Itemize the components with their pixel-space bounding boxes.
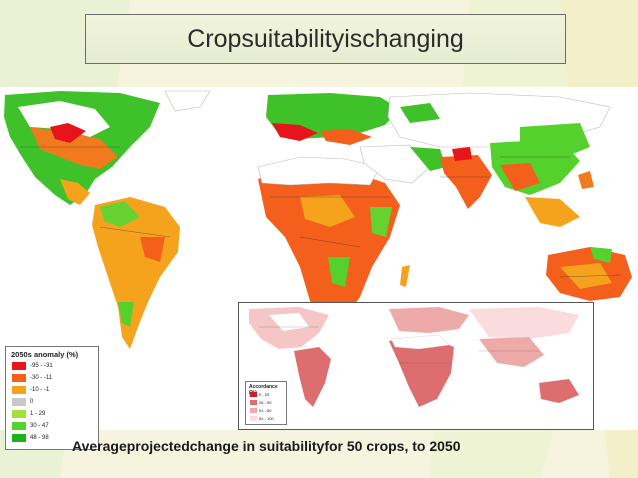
accordance-swatch-2 <box>250 408 257 413</box>
accordance-inset-map: Accordance (%) 0 - 25 26 - 50 51 - 80 81… <box>238 302 594 430</box>
legend-item-4: 1 - 29 <box>30 409 45 418</box>
legend-label-0: -95 - -31 <box>30 362 53 369</box>
legend-label-1: -30 - -11 <box>30 374 53 381</box>
legend-swatch-3 <box>12 398 26 406</box>
legend-swatch-2 <box>12 386 26 394</box>
legend-swatch-0 <box>12 362 26 370</box>
south-asia-region <box>440 155 492 209</box>
legend-label-5: 30 - 47 <box>30 422 49 429</box>
legend-label-3: 0 <box>30 398 34 405</box>
accordance-legend: Accordance (%) 0 - 25 26 - 50 51 - 80 81… <box>245 381 287 425</box>
legend-item-2: -10 - -1 <box>30 385 49 394</box>
legend-item-0: -95 - -31 <box>30 361 53 370</box>
accordance-label-1: 26 - 50 <box>259 400 272 405</box>
south-america-region <box>92 197 180 349</box>
legend-title: 2050s anomaly (%) <box>11 350 79 359</box>
accordance-swatch-1 <box>250 400 257 405</box>
accordance-label-2: 51 - 80 <box>259 408 272 413</box>
legend-item-1: -30 - -11 <box>30 373 52 382</box>
accordance-label-0: 0 - 25 <box>259 392 270 397</box>
legend-item-3: 0 <box>30 397 33 406</box>
legend-swatch-4 <box>12 410 26 418</box>
anomaly-legend: 2050s anomaly (%) -95 - -31 -30 - -11 -1… <box>5 346 99 450</box>
accordance-swatch-3 <box>250 416 257 421</box>
legend-item-6: 48 - 98 <box>30 433 49 442</box>
accordance-swatch-0 <box>250 392 257 397</box>
legend-swatch-5 <box>12 422 26 430</box>
legend-swatch-1 <box>12 374 26 382</box>
legend-label-6: 48 - 98 <box>30 434 49 441</box>
accordance-label-3: 81 - 100 <box>259 416 274 421</box>
legend-item-5: 30 - 47 <box>30 421 49 430</box>
legend-swatch-6 <box>12 434 26 442</box>
slide-caption: Averageprojectedchange in suitabilityfor… <box>72 438 461 454</box>
slide-title-box: Cropsuitabilityischanging <box>85 14 566 64</box>
accordance-world-map <box>239 303 593 429</box>
legend-label-2: -10 - -1 <box>30 386 50 393</box>
africa-region <box>258 167 400 323</box>
slide-title: Cropsuitabilityischanging <box>187 24 464 53</box>
legend-label-4: 1 - 29 <box>30 410 46 417</box>
